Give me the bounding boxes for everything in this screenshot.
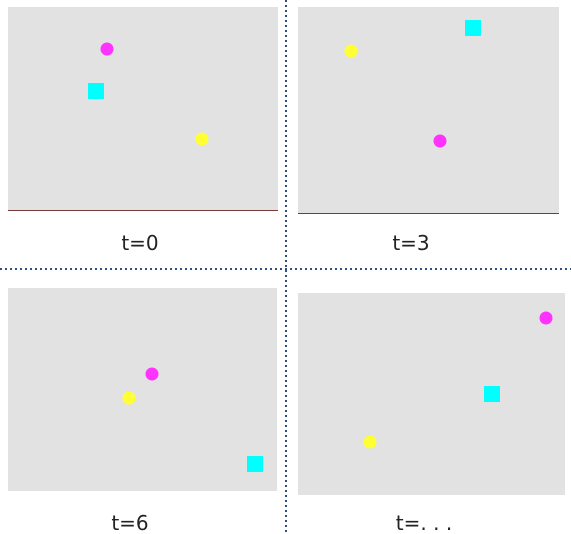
frame-label: t=6 [111,511,148,534]
cyan-square [247,456,263,472]
magenta-ball [145,367,159,381]
cyan-square [465,20,481,36]
yellow-ball [122,391,136,405]
frame: t=6 [8,288,277,534]
magenta-ball [100,42,114,56]
frame-background [8,7,278,211]
frame: t=. . . [298,293,565,534]
yellow-ball [363,435,377,449]
frame-background [8,288,277,491]
magenta-ball [433,134,447,148]
frame-label: t=0 [121,231,158,255]
frame-background [298,7,559,214]
frame: t=3 [298,7,559,255]
cyan-square [88,83,104,99]
frame: t=0 [8,7,278,255]
magenta-ball [539,311,553,325]
yellow-ball [195,132,209,146]
frame-label: t=. . . [396,511,452,534]
yellow-ball [344,44,358,58]
frame-label: t=3 [392,231,429,255]
cyan-square [484,386,500,402]
frame-background [298,293,565,495]
